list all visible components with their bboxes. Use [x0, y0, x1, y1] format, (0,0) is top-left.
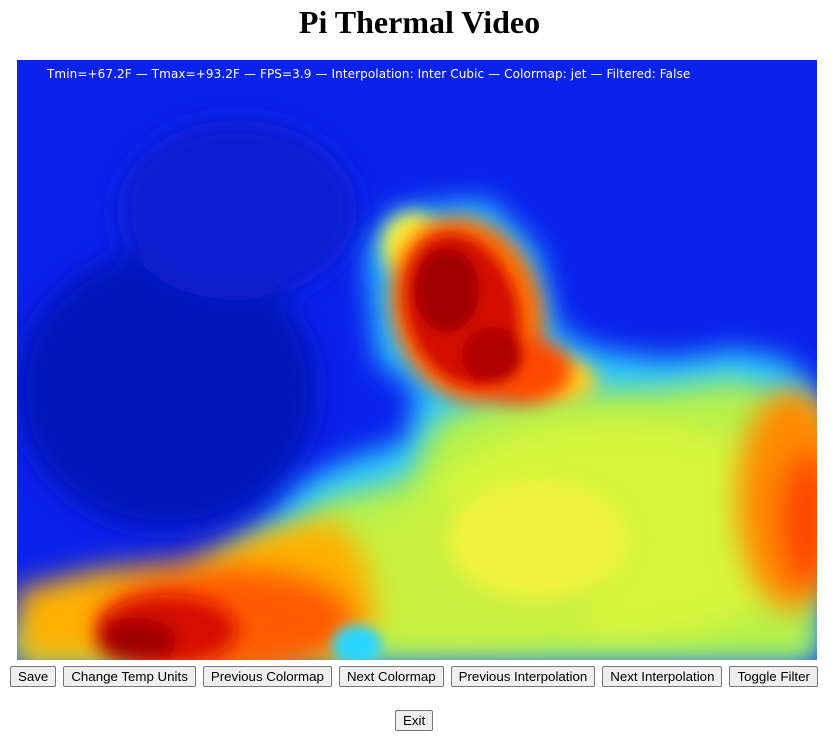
thermal-video-stream: Tmin=+67.2F — Tmax=+93.2F — FPS=3.9 — In…: [17, 60, 817, 660]
exit-row: Exit: [395, 710, 434, 731]
toggle-filter-button[interactable]: Toggle Filter: [729, 666, 818, 687]
stats-overlay: Tmin=+67.2F — Tmax=+93.2F — FPS=3.9 — In…: [47, 67, 691, 81]
save-button[interactable]: Save: [10, 666, 57, 687]
next-colormap-button[interactable]: Next Colormap: [338, 666, 444, 687]
change-temp-units-button[interactable]: Change Temp Units: [63, 666, 196, 687]
previous-interpolation-button[interactable]: Previous Interpolation: [450, 666, 596, 687]
previous-colormap-button[interactable]: Previous Colormap: [202, 666, 332, 687]
thermal-image: [17, 60, 817, 660]
page-title: Pi Thermal Video: [298, 4, 541, 40]
control-buttons: Save Change Temp Units Previous Colormap…: [10, 666, 818, 687]
exit-button[interactable]: Exit: [395, 710, 434, 731]
next-interpolation-button[interactable]: Next Interpolation: [602, 666, 723, 687]
